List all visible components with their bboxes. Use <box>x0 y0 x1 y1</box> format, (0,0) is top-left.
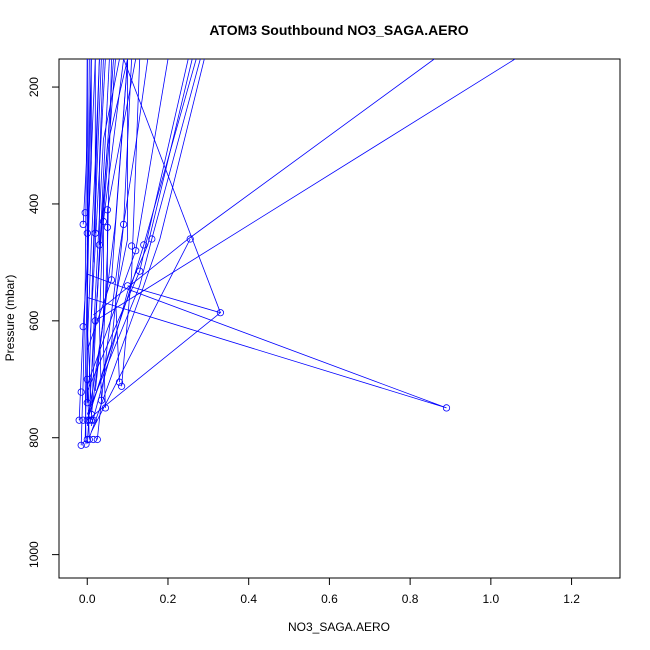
data-point <box>97 396 106 404</box>
x-tick-label: 0.6 <box>321 592 338 606</box>
y-axis: 200 400 600 800 1000 <box>27 77 60 568</box>
data-point <box>124 282 132 290</box>
data-point <box>93 435 101 444</box>
series-line-36 <box>92 59 102 263</box>
series-line-20 <box>123 59 221 313</box>
data-point <box>79 323 87 331</box>
data-point <box>83 399 91 407</box>
data-point <box>83 375 91 383</box>
data-point <box>115 378 124 386</box>
series-line-40 <box>88 59 100 403</box>
data-point <box>87 416 95 424</box>
series-line-38 <box>90 59 106 333</box>
data-point <box>79 220 87 228</box>
y-tick-label: 200 <box>27 77 41 97</box>
data-point <box>91 229 99 237</box>
plot-area <box>58 58 621 579</box>
y-axis-label: Pressure (mbar) <box>3 275 17 362</box>
series-line-16 <box>95 59 516 322</box>
data-point <box>77 388 85 396</box>
series-line-9 <box>86 59 201 415</box>
x-tick-label: 0.8 <box>402 592 419 606</box>
series-line-32 <box>82 59 88 225</box>
data-point <box>85 435 93 444</box>
data-point <box>99 217 108 226</box>
data-point <box>186 235 194 243</box>
data-point <box>118 382 126 390</box>
marker-group <box>75 206 451 449</box>
series-line-22 <box>121 59 141 387</box>
x-tick-label: 1.2 <box>563 592 580 606</box>
series-line-17 <box>93 59 435 316</box>
series-line-10 <box>88 59 205 438</box>
x-tick-label: 0.2 <box>160 592 177 606</box>
data-point <box>148 235 156 243</box>
data-point <box>120 220 128 228</box>
data-point <box>140 241 148 249</box>
series-line-31 <box>86 59 124 427</box>
x-ticks: 0.0 0.2 0.4 0.6 0.8 1.0 1.2 <box>79 578 580 606</box>
y-tick-label: 800 <box>27 427 41 447</box>
x-tick-label: 0.4 <box>240 592 257 606</box>
series-line-2 <box>84 59 100 438</box>
data-point <box>101 404 110 412</box>
data-point <box>132 247 140 255</box>
y-tick-label: 600 <box>27 311 41 331</box>
data-point <box>87 410 95 418</box>
series-line-15 <box>90 238 191 433</box>
series-line-18 <box>87 273 447 409</box>
data-point <box>136 267 144 275</box>
series-line-29 <box>86 59 132 421</box>
x-tick-label: 1.0 <box>483 592 500 606</box>
data-point <box>77 441 85 449</box>
data-point <box>83 416 91 424</box>
x-axis: 0.0 0.2 0.4 0.6 0.8 1.0 1.2 <box>79 577 580 606</box>
data-point <box>103 206 112 214</box>
y-tick-label: 400 <box>27 194 41 214</box>
data-point <box>81 209 89 217</box>
series-group <box>78 59 516 446</box>
data-point <box>83 435 91 444</box>
data-point <box>107 276 116 284</box>
series-line-39 <box>91 59 114 368</box>
x-tick-label: 0.0 <box>79 592 96 606</box>
data-point <box>82 440 90 448</box>
data-point <box>91 317 99 325</box>
series-line-26 <box>86 59 90 440</box>
series-line-24 <box>98 59 116 401</box>
y-ticks: 200 400 600 800 1000 <box>27 77 59 568</box>
data-point <box>442 404 451 412</box>
series-line-12 <box>86 59 189 392</box>
data-point <box>103 223 112 231</box>
chart-title: ATOM3 Southbound NO3_SAGA.AERO <box>209 22 468 38</box>
x-axis-label: NO3_SAGA.AERO <box>288 620 390 634</box>
data-point <box>95 241 104 249</box>
data-point <box>83 229 91 237</box>
data-point <box>75 416 83 424</box>
data-point <box>89 435 97 444</box>
data-point <box>216 309 224 317</box>
series-line-33 <box>86 59 92 245</box>
y-tick-label: 1000 <box>27 541 41 568</box>
data-point <box>128 242 136 250</box>
